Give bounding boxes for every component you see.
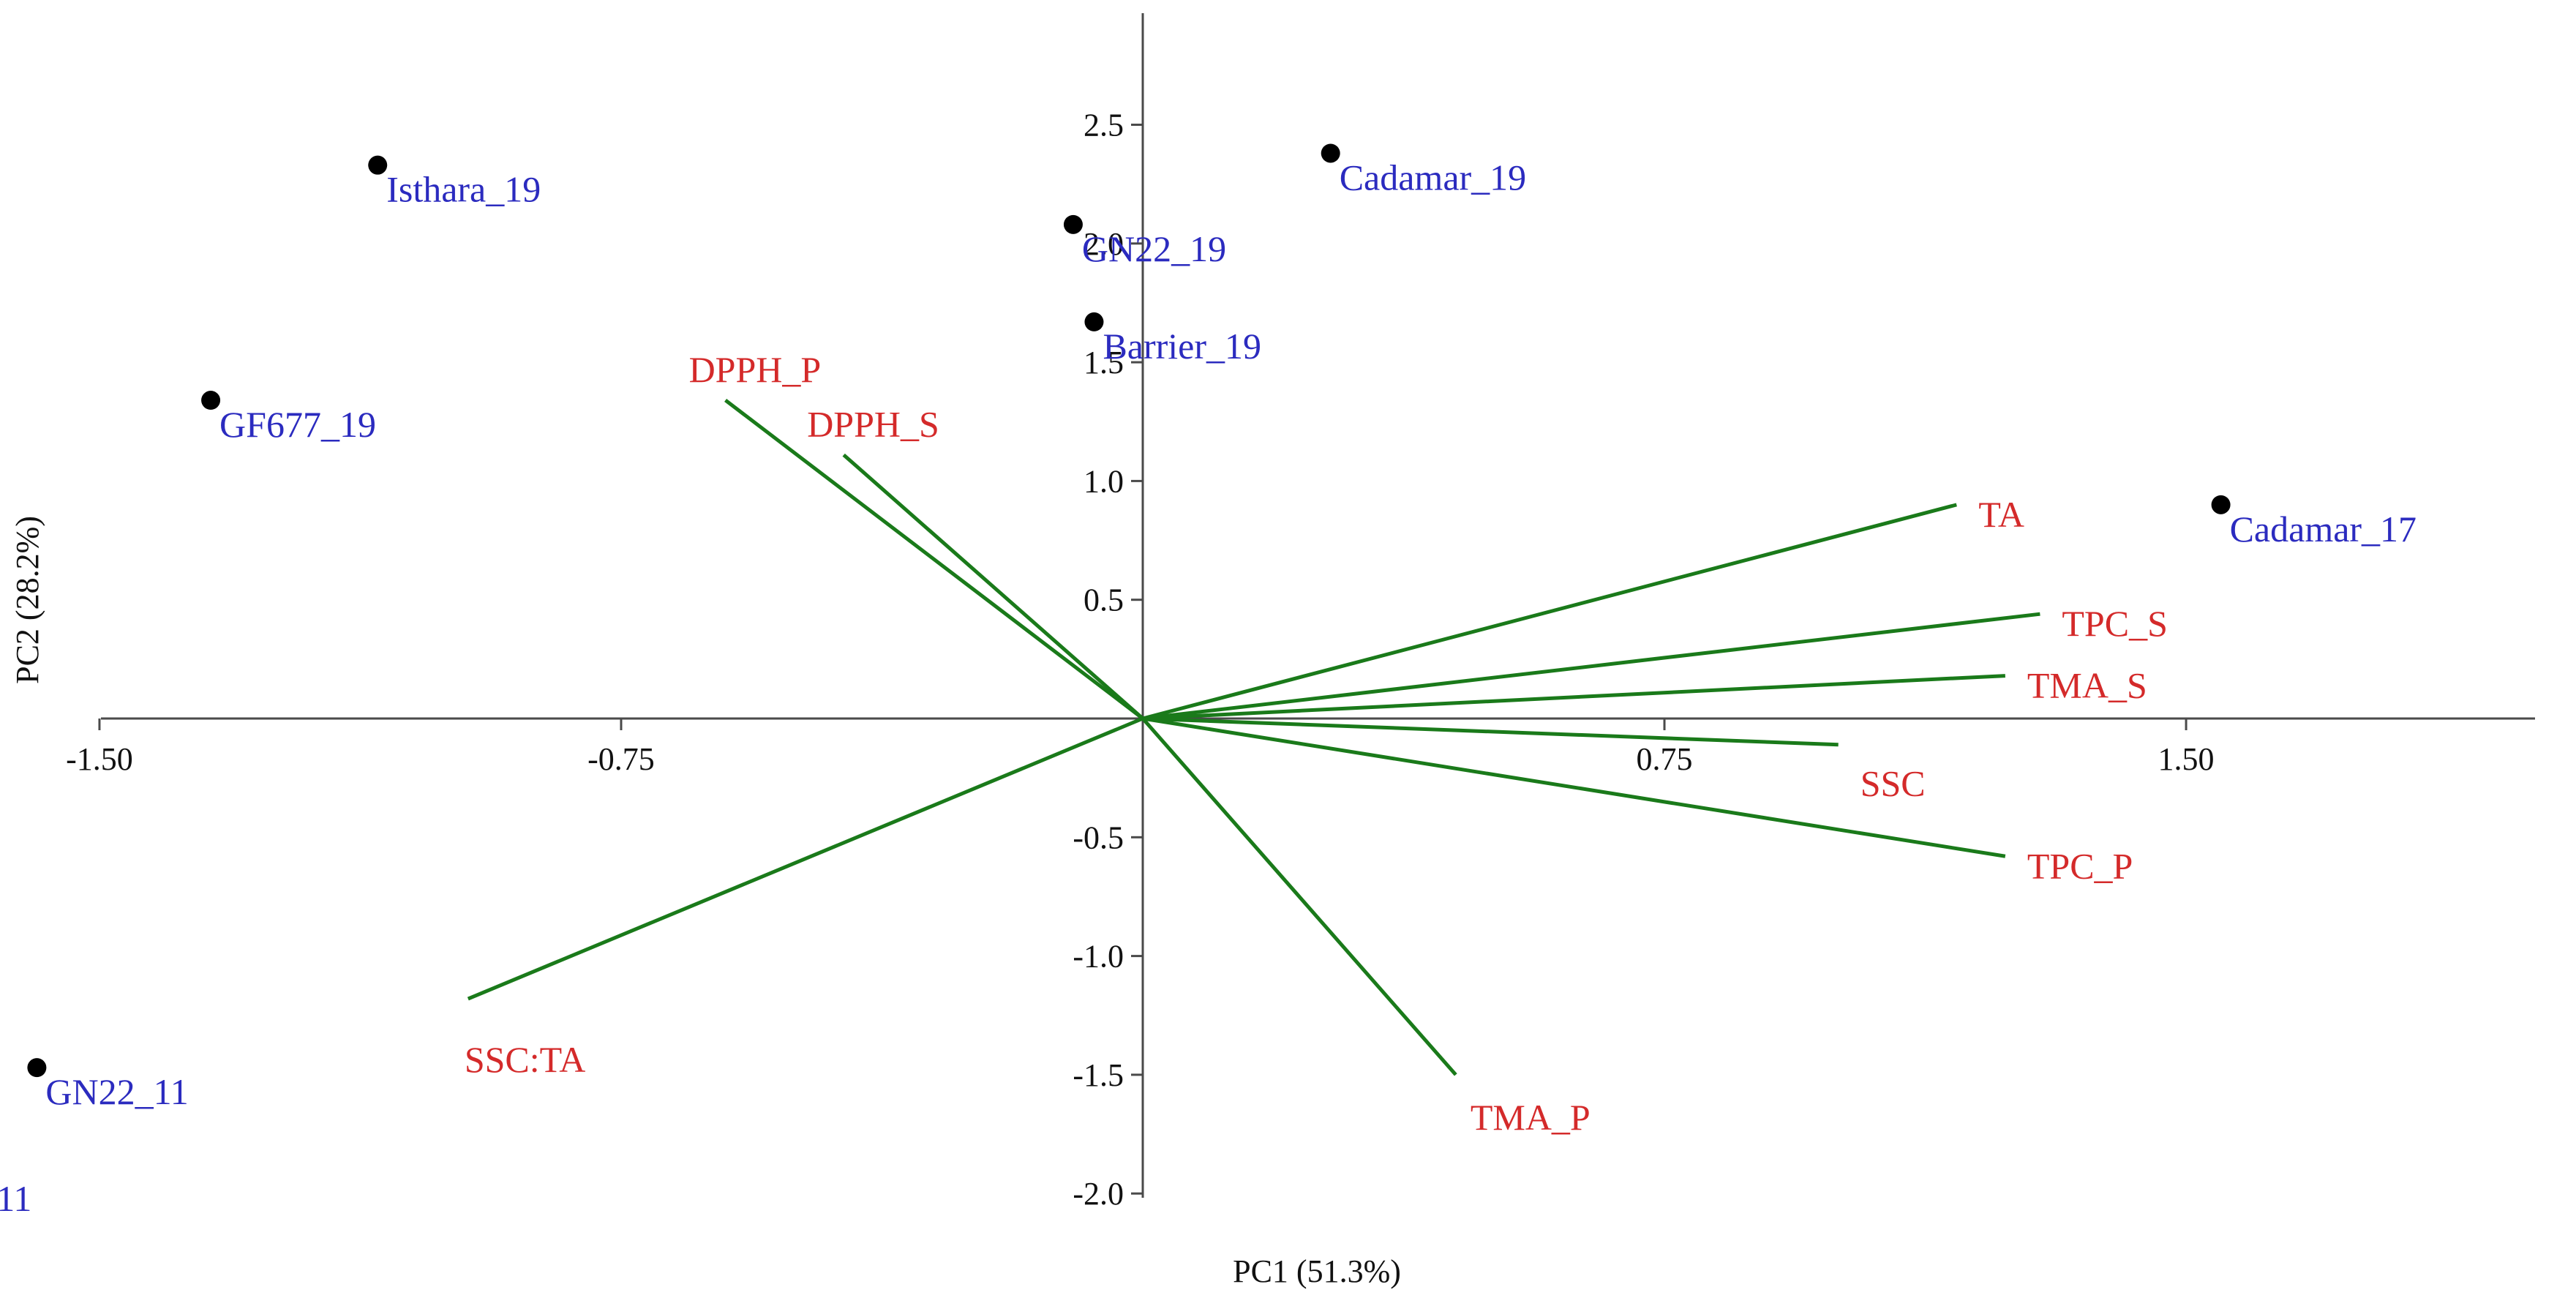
loading-vector-dpph-p [724,399,1144,720]
y-tick-label: -2.0 [1073,1176,1124,1212]
loading-label: TPC_S [2062,603,2168,644]
loading-label: TPC_P [2027,845,2133,886]
sample-label: Isthara_11 [0,1178,31,1219]
sample-label: Barrier_19 [1103,326,1261,367]
loading-vector-dpph-s [842,453,1144,720]
sample-label: Cadamar_17 [2230,509,2417,549]
loading-vector-ssc [1142,716,1839,747]
loading-vector-ta [1142,503,1957,721]
sample-label: Isthara_19 [386,169,541,210]
y-tick-label: 2.5 [1084,108,1124,143]
x-tick-label: 1.50 [2158,741,2215,777]
y-tick-label: 0.5 [1084,582,1124,618]
x-tick-label: 0.75 [1637,741,1693,777]
x-axis-ticks: -3.00-2.25-1.50-0.750.751.502.253.003.75 [66,719,2215,777]
sample-points: Isthara_19 Cadamar_19 GN22_19 Barrier_19 GF6… [0,143,2417,1219]
sample-label: Cadamar_19 [1340,157,1526,198]
loading-label: SSC [1860,763,1926,804]
x-axis-title: PC1 (51.3%) [1233,1253,1401,1289]
sample-point-cadamar-17 [2211,495,2231,514]
y-tick-label: 1.5 [1084,345,1124,380]
y-tick-label: -1.5 [1073,1057,1124,1093]
sample-point-isthara-19 [368,155,388,175]
sample-point-gn22-11 [27,1058,47,1078]
sample-point-gn22-19 [1063,214,1083,234]
y-tick-label: -0.5 [1073,819,1124,855]
loading-label: DPPH_P [689,349,822,390]
loading-label: DPPH_S [807,404,939,445]
x-tick-label: -1.50 [66,741,133,777]
x-tick-label: -0.75 [587,741,655,777]
loading-label: TA [1978,494,2024,535]
sample-point-cadamar-19 [1321,143,1340,163]
loading-label: SSC:TA [465,1039,586,1080]
loading-label: TMA_S [2027,665,2147,706]
axes [101,13,2535,1198]
y-tick-label: 2.0 [1084,226,1124,262]
loading-vector-ssc-ta [467,716,1144,1001]
sample-label: GF677_19 [219,404,376,445]
y-axis-ticks: 2.5 2.0 1.5 1.0 0.5 -0.5 -1.0 -1.5 -2.0 [1073,108,1143,1212]
loading-vector-tpc-p [1142,716,2006,858]
sample-label: GN22_19 [1082,228,1226,269]
loading-label: TMA_P [1471,1097,1591,1138]
sample-label: GN22_11 [45,1071,188,1112]
loading-vectors: DPPH_P DPPH_S TA TPC_S TMA_S SSC TPC_P TMA_P SSC… [465,349,2168,1138]
loading-vector-tpc-s [1142,612,2040,721]
y-tick-label: -1.0 [1073,939,1124,975]
sample-point-gf677-19 [201,391,221,410]
loading-vector-tma-s [1142,674,2005,721]
y-axis-title: PC2 (28.2%) [10,516,45,684]
loading-vector-tma-p [1141,717,1457,1076]
sample-point-barrier-19 [1084,312,1104,331]
y-tick-label: 1.0 [1084,463,1124,499]
